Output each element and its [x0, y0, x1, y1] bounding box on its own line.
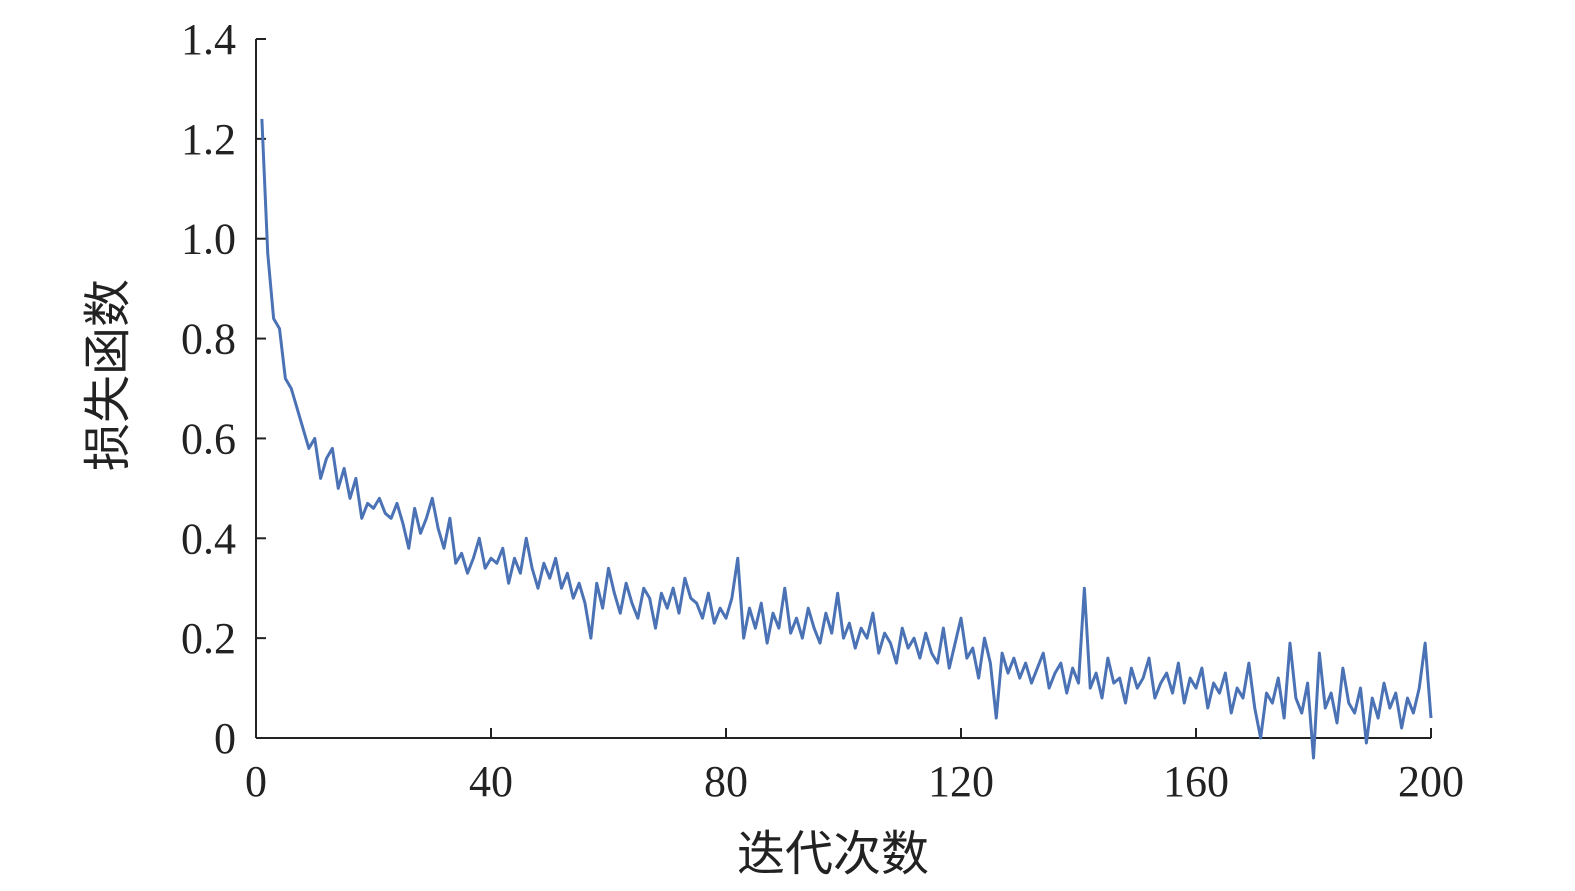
y-tick-label: 1.2	[181, 115, 236, 164]
loss-line	[260, 118, 1433, 760]
y-tick-label: 1.4	[181, 15, 236, 64]
y-tick-label: 1.0	[181, 215, 236, 264]
x-tick-label: 40	[469, 757, 513, 806]
y-tick-label: 0.8	[181, 315, 236, 364]
y-tick-label: 0.2	[181, 614, 236, 663]
y-tick-label: 0	[214, 714, 236, 763]
x-tick-label: 120	[928, 757, 994, 806]
x-tick-label: 0	[245, 757, 267, 806]
y-axis-label: 损失函数	[82, 279, 135, 471]
y-tick-label: 0.4	[181, 514, 236, 563]
x-tick-label: 160	[1163, 757, 1229, 806]
x-tick-label: 200	[1398, 757, 1464, 806]
x-tick-label: 80	[704, 757, 748, 806]
y-tick-label: 0.6	[181, 414, 236, 463]
x-axis-label: 迭代次数	[737, 828, 929, 881]
